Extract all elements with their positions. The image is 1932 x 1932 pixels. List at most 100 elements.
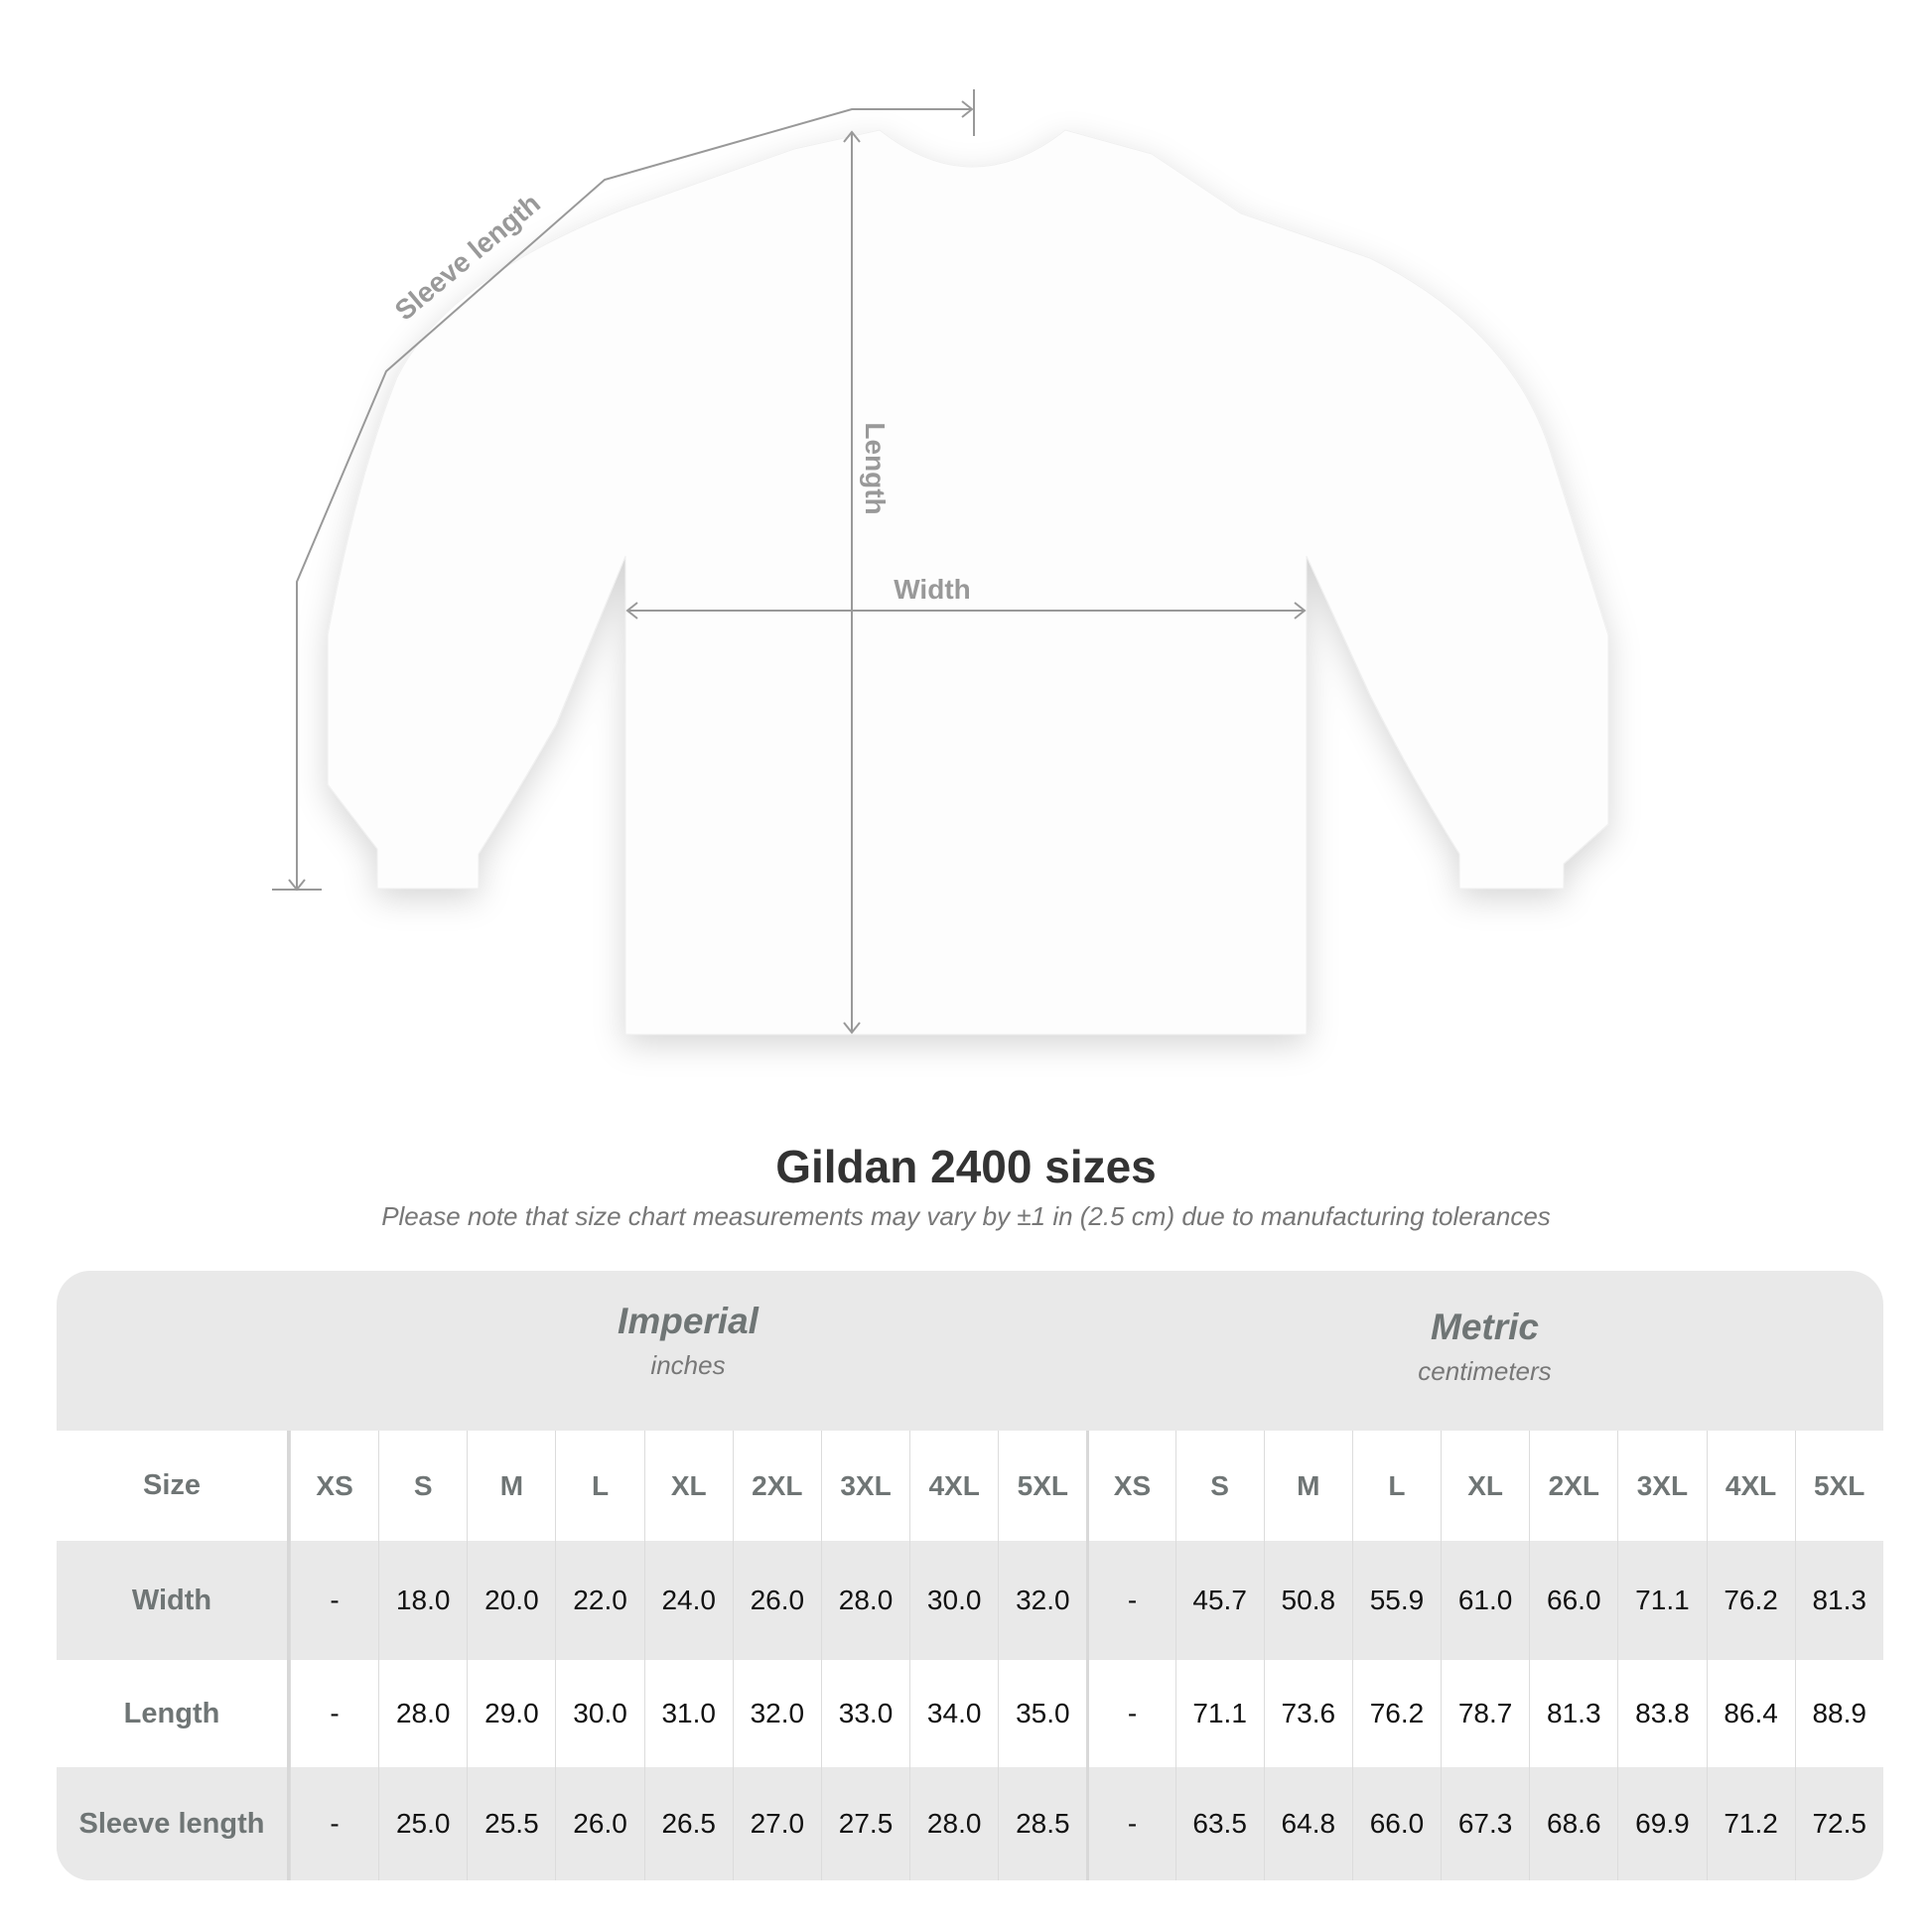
imperial-value: 34.0: [909, 1660, 998, 1767]
metric-value: 81.3: [1529, 1660, 1617, 1767]
imperial-value: -: [290, 1660, 378, 1767]
imperial-value: 28.0: [909, 1767, 998, 1880]
width-label: Width: [894, 574, 971, 605]
imperial-value: 32.0: [732, 1660, 821, 1767]
imperial-size-xl: XL: [643, 1431, 733, 1541]
imperial-header: Imperial inches: [290, 1301, 1086, 1381]
metric-size-xs: XS: [1086, 1431, 1174, 1541]
imperial-value: 30.0: [909, 1541, 998, 1660]
imperial-value: 18.0: [378, 1541, 467, 1660]
metric-value: 55.9: [1351, 1541, 1441, 1660]
page-title: Gildan 2400 sizes: [775, 1141, 1157, 1192]
width-arrow-right: [1294, 602, 1307, 620]
imperial-unit: inches: [650, 1350, 726, 1380]
metric-size-m: M: [1263, 1431, 1352, 1541]
sleeve-arrow-top: [961, 100, 974, 118]
imperial-size-2xl: 2XL: [732, 1431, 821, 1541]
metric-value: 68.6: [1529, 1767, 1617, 1880]
metric-value: -: [1086, 1767, 1174, 1880]
sleeve-arrow-bottom: [288, 879, 306, 892]
table-row: Sleeve length -25.0 25.5 26.0 26.5 27.0 27.5 28…: [57, 1767, 1883, 1880]
metric-size-s: S: [1174, 1431, 1264, 1541]
metric-value: 76.2: [1706, 1541, 1795, 1660]
length-label: Length: [860, 422, 891, 514]
imperial-size-xs: XS: [290, 1431, 378, 1541]
imperial-value: 25.0: [378, 1767, 467, 1880]
metric-value: 83.8: [1617, 1660, 1706, 1767]
imperial-value: 28.5: [998, 1767, 1086, 1880]
metric-unit: centimeters: [1418, 1356, 1552, 1386]
imperial-value: 27.5: [820, 1767, 909, 1880]
metric-value: 61.0: [1441, 1541, 1529, 1660]
metric-value: 67.3: [1441, 1767, 1529, 1880]
imperial-value: 26.5: [643, 1767, 733, 1880]
row-label: Sleeve length: [57, 1767, 290, 1880]
metric-value: 72.5: [1794, 1767, 1883, 1880]
imperial-size-4xl: 4XL: [909, 1431, 998, 1541]
imperial-value: 25.5: [467, 1767, 555, 1880]
imperial-value: 27.0: [732, 1767, 821, 1880]
imperial-value: 35.0: [998, 1660, 1086, 1767]
imperial-value: 28.0: [820, 1541, 909, 1660]
metric-size-xl: XL: [1441, 1431, 1529, 1541]
shirt-diagram: Width Length Sleeve length: [272, 89, 1609, 1035]
metric-value: 78.7: [1441, 1660, 1529, 1767]
imperial-value: 33.0: [820, 1660, 909, 1767]
imperial-size-s: S: [378, 1431, 467, 1541]
metric-value: 66.0: [1529, 1541, 1617, 1660]
imperial-size-3xl: 3XL: [820, 1431, 909, 1541]
metric-size-5xl: 5XL: [1794, 1431, 1883, 1541]
metric-value: 88.9: [1794, 1660, 1883, 1767]
metric-title: Metric: [1431, 1307, 1539, 1347]
metric-value: 71.1: [1174, 1660, 1264, 1767]
size-table: Imperial inches Metric centimeters Size X…: [57, 1271, 1883, 1880]
tolerance-note: Please note that size chart measurements…: [381, 1201, 1551, 1231]
length-arrow-top: [843, 130, 861, 143]
metric-value: 71.2: [1706, 1767, 1795, 1880]
metric-value: 73.6: [1263, 1660, 1352, 1767]
table-row: Width -18.0 20.0 22.0 24.0 26.0 28.0 30.0 32.0-4…: [57, 1541, 1883, 1660]
metric-value: 64.8: [1263, 1767, 1352, 1880]
metric-size-4xl: 4XL: [1706, 1431, 1795, 1541]
imperial-size-5xl: 5XL: [998, 1431, 1086, 1541]
imperial-value: 32.0: [998, 1541, 1086, 1660]
metric-size-l: L: [1351, 1431, 1441, 1541]
metric-value: 86.4: [1706, 1660, 1795, 1767]
metric-value: 66.0: [1351, 1767, 1441, 1880]
imperial-value: 31.0: [643, 1660, 733, 1767]
length-arrow-bottom: [843, 1022, 861, 1035]
imperial-title: Imperial: [618, 1301, 759, 1341]
metric-value: -: [1086, 1660, 1174, 1767]
row-label: Size: [57, 1431, 290, 1541]
imperial-value: -: [290, 1541, 378, 1660]
imperial-value: 22.0: [555, 1541, 643, 1660]
imperial-size-m: M: [467, 1431, 555, 1541]
size-header-row: Size XS S M L XL 2XL 3XL 4XL 5XL XS S M L XL 2XL 3XL 4XL 5…: [57, 1431, 1883, 1541]
metric-value: 69.9: [1617, 1767, 1706, 1880]
imperial-value: 26.0: [732, 1541, 821, 1660]
metric-size-2xl: 2XL: [1529, 1431, 1617, 1541]
long-sleeve-shirt: [327, 129, 1609, 1035]
metric-value: 76.2: [1351, 1660, 1441, 1767]
width-arrow-left: [625, 602, 638, 620]
table-row: Length -28.0 29.0 30.0 31.0 32.0 33.0 34.0 35.0-…: [57, 1660, 1883, 1767]
metric-value: 50.8: [1263, 1541, 1352, 1660]
imperial-value: -: [290, 1767, 378, 1880]
row-label: Width: [57, 1541, 290, 1660]
metric-value: -: [1086, 1541, 1174, 1660]
imperial-value: 26.0: [555, 1767, 643, 1880]
metric-value: 81.3: [1794, 1541, 1883, 1660]
imperial-value: 29.0: [467, 1660, 555, 1767]
imperial-value: 28.0: [378, 1660, 467, 1767]
metric-header: Metric centimeters: [1086, 1307, 1883, 1387]
metric-value: 45.7: [1174, 1541, 1264, 1660]
sleeve-length-line: [296, 108, 972, 890]
metric-value: 71.1: [1617, 1541, 1706, 1660]
imperial-value: 30.0: [555, 1660, 643, 1767]
imperial-size-l: L: [555, 1431, 643, 1541]
metric-size-3xl: 3XL: [1617, 1431, 1706, 1541]
imperial-value: 20.0: [467, 1541, 555, 1660]
imperial-value: 24.0: [643, 1541, 733, 1660]
row-label: Length: [57, 1660, 290, 1767]
metric-value: 63.5: [1174, 1767, 1264, 1880]
